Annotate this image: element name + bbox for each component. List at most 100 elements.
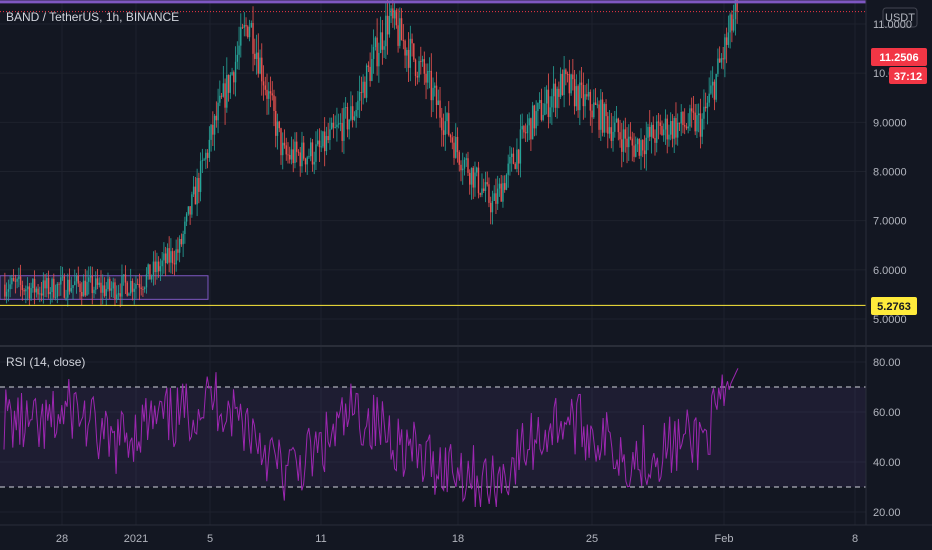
- candle: [731, 10, 733, 43]
- candle: [255, 34, 258, 75]
- candle: [266, 73, 268, 115]
- candle: [86, 270, 88, 296]
- candle: [182, 230, 184, 258]
- candle: [703, 89, 705, 130]
- price-tick-label: 11.0000: [873, 19, 912, 31]
- current-price-tag: 11.2506: [871, 48, 927, 66]
- candle: [463, 157, 466, 176]
- candle: [289, 146, 291, 164]
- candle: [586, 83, 588, 100]
- candle: [112, 277, 114, 298]
- candle: [257, 33, 259, 78]
- candle: [243, 12, 245, 37]
- candle: [685, 122, 688, 131]
- candle: [88, 266, 90, 295]
- time-tick-label: Feb: [715, 533, 734, 545]
- candle: [491, 190, 494, 225]
- candle: [133, 282, 135, 305]
- candle: [677, 113, 679, 146]
- candle: [322, 130, 324, 149]
- candle: [552, 66, 555, 113]
- candle: [74, 269, 76, 286]
- candle: [37, 284, 39, 300]
- candles: [4, 0, 738, 308]
- candle: [161, 252, 163, 276]
- candle: [531, 101, 534, 140]
- candle: [490, 196, 492, 225]
- candle: [206, 149, 209, 169]
- candle: [584, 84, 586, 118]
- candle: [46, 273, 48, 298]
- candle: [213, 113, 216, 151]
- candle: [390, 5, 392, 23]
- support-price-tag: 5.2763: [871, 297, 917, 315]
- candle: [5, 282, 8, 304]
- candle: [479, 192, 481, 198]
- currency-badge[interactable]: USDT: [882, 7, 918, 28]
- candle: [23, 288, 25, 296]
- candle: [689, 104, 691, 131]
- candle: [364, 76, 366, 99]
- candle: [579, 70, 581, 126]
- candle: [285, 137, 287, 161]
- candle: [63, 273, 65, 299]
- time-tick-label: 28: [56, 533, 68, 545]
- candle: [488, 177, 490, 208]
- candle: [633, 133, 635, 163]
- candle: [199, 152, 202, 202]
- time-tick-label: 8: [852, 533, 858, 545]
- candle: [14, 274, 17, 294]
- candle: [56, 282, 59, 304]
- candle: [157, 256, 160, 278]
- candle: [170, 238, 172, 274]
- rsi-axis[interactable]: 80.00 60.00 40.00 20.00: [873, 357, 901, 519]
- candle: [383, 40, 385, 58]
- candle: [65, 289, 67, 301]
- candle: [191, 191, 193, 218]
- candle: [313, 151, 315, 175]
- candle: [516, 138, 518, 173]
- candle: [194, 176, 197, 205]
- currency-label: USDT: [885, 12, 915, 24]
- candle: [659, 114, 661, 135]
- candle: [458, 150, 460, 172]
- price-tick-label: 7.0000: [873, 216, 907, 228]
- candle: [35, 286, 38, 298]
- candle: [411, 33, 413, 57]
- candle: [95, 271, 97, 295]
- candle: [240, 13, 242, 58]
- candle: [694, 104, 696, 136]
- candle: [636, 137, 639, 152]
- candle: [448, 101, 450, 137]
- candle: [645, 121, 647, 171]
- candle: [164, 246, 167, 277]
- candle: [687, 113, 689, 134]
- candle: [432, 77, 434, 113]
- candle: [315, 131, 317, 170]
- candle: [593, 89, 595, 120]
- candle: [252, 6, 254, 72]
- candle: [718, 46, 721, 63]
- candle: [128, 292, 130, 296]
- candle: [18, 267, 20, 288]
- candle: [299, 146, 301, 177]
- candle: [42, 272, 45, 304]
- candle: [406, 47, 408, 72]
- candle: [628, 124, 630, 161]
- candle: [75, 272, 78, 294]
- candle: [388, 1, 391, 38]
- candle: [708, 77, 710, 107]
- price-axis[interactable]: 11.000010.00009.00008.00007.00006.00005.…: [873, 19, 913, 326]
- candle: [82, 274, 85, 297]
- candle: [268, 82, 270, 115]
- candle: [661, 120, 663, 136]
- candle: [163, 242, 165, 274]
- time-axis[interactable]: 28 2021 5 11 18 25 Feb 8: [56, 533, 858, 545]
- candle: [470, 167, 473, 200]
- rsi-tick-label: 40.00: [873, 457, 901, 469]
- candle: [414, 58, 417, 86]
- candle: [58, 282, 60, 297]
- candle: [538, 92, 541, 110]
- candle: [103, 277, 106, 298]
